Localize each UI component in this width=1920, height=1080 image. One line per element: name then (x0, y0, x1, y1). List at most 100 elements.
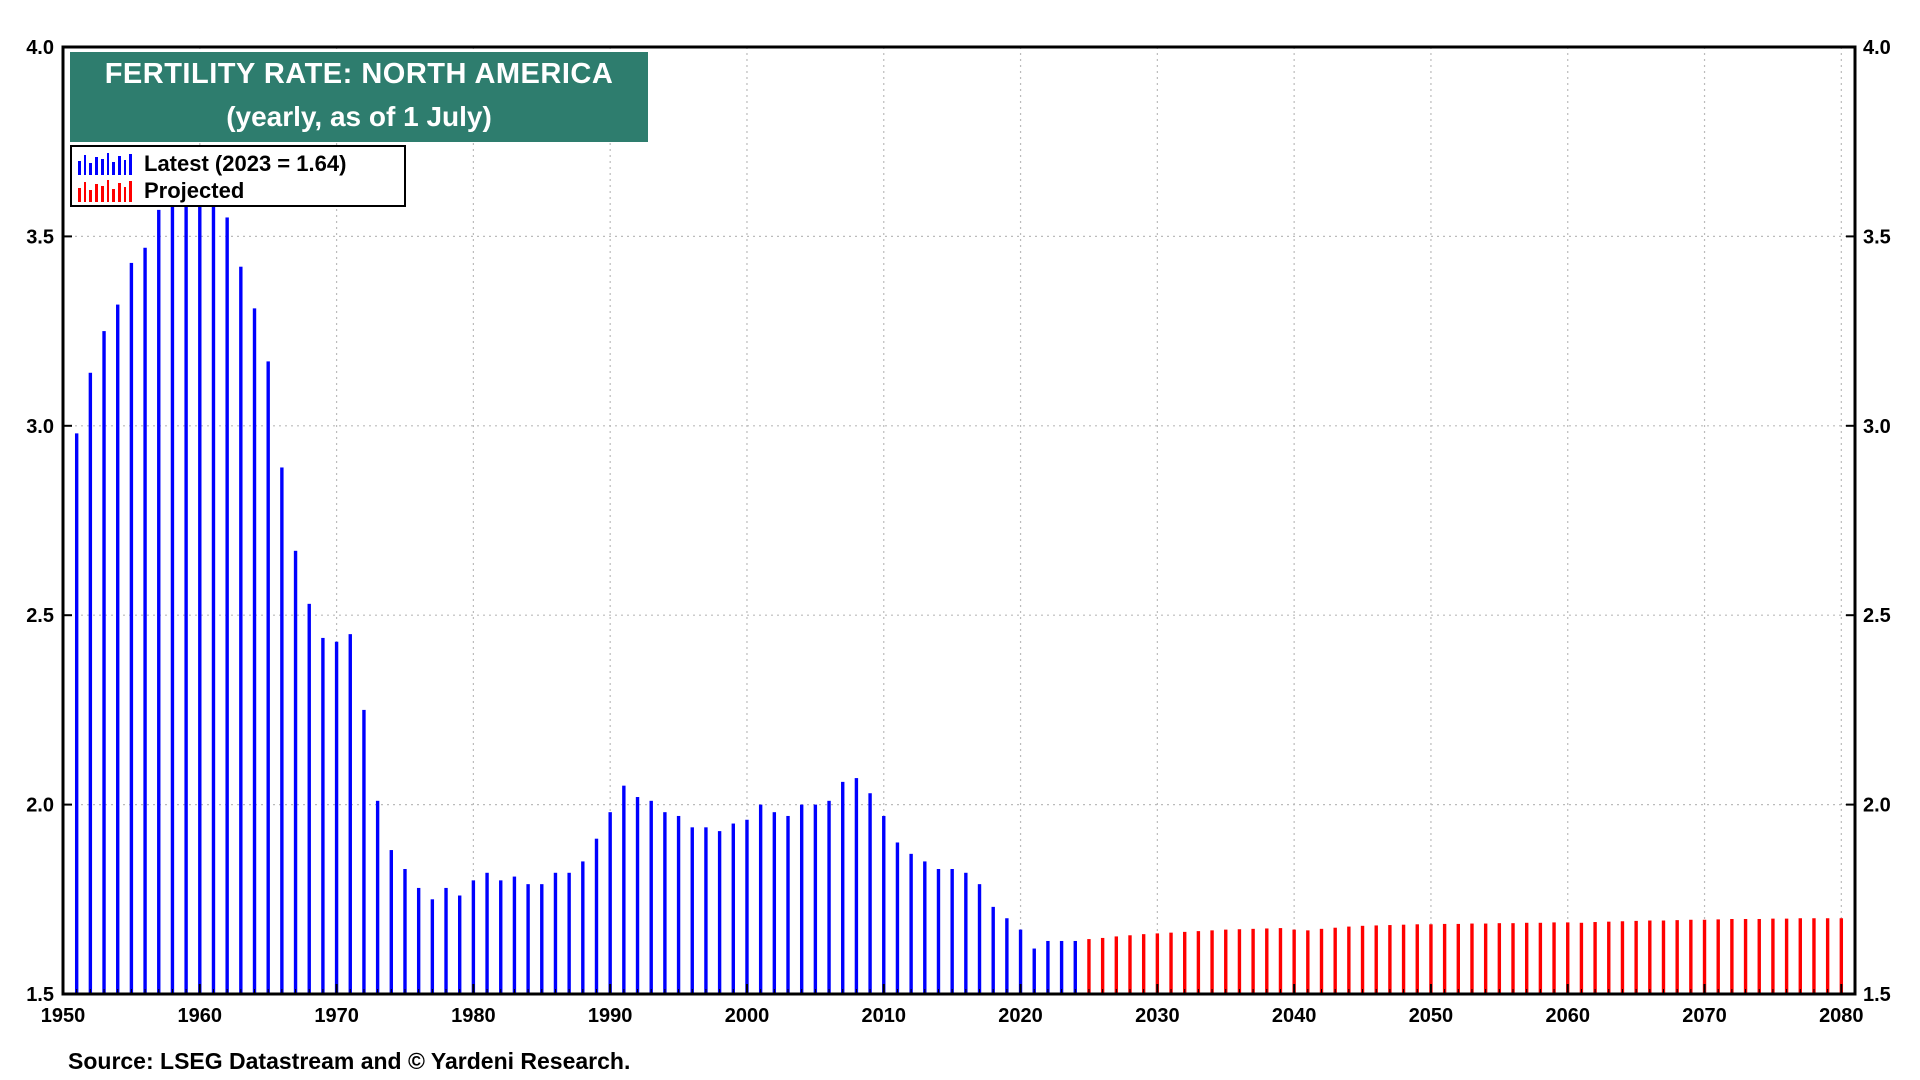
bar-latest (649, 800, 653, 994)
chart-subtitle: (yearly, as of 1 July) (226, 101, 492, 132)
legend-swatch-bar (100, 159, 104, 175)
bar-latest (799, 804, 804, 994)
bar-projected (1442, 923, 1447, 994)
x-tick-label: 2080 (1819, 1005, 1864, 1027)
bar-latest (348, 634, 352, 994)
bar-latest (1073, 940, 1077, 994)
bar-projected (1100, 937, 1105, 994)
bar-projected (1196, 931, 1201, 994)
bar-projected (1566, 922, 1570, 994)
bar-latest (690, 827, 694, 994)
y-tick-label-right: 4.0 (1863, 37, 1891, 59)
bar-latest (786, 815, 790, 994)
legend-swatch-bar (123, 160, 127, 175)
bar-projected (1675, 920, 1679, 994)
bar-latest (1018, 929, 1023, 994)
x-tick-label: 2030 (1135, 1005, 1180, 1027)
bar-latest (608, 812, 612, 994)
bar-latest (184, 202, 188, 995)
bar-projected (1730, 918, 1734, 994)
bar-projected (1456, 923, 1460, 994)
bar-projected (1087, 939, 1091, 994)
bars-layer (74, 202, 1844, 995)
x-tick-label: 1970 (314, 1005, 359, 1027)
y-tick-label-left: 1.5 (26, 984, 54, 1006)
grid-layer (63, 47, 1855, 994)
legend-label-projected: Projected (144, 178, 245, 203)
y-tick-label-right: 1.5 (1863, 984, 1891, 1006)
y-tick-label-right: 3.5 (1863, 226, 1891, 248)
legend-swatch-bar (129, 181, 133, 202)
bar-latest (594, 838, 599, 994)
bar-projected (1798, 918, 1802, 994)
x-tick-label: 2060 (1545, 1005, 1590, 1027)
bar-latest (567, 872, 571, 994)
bar-latest (745, 819, 749, 994)
bar-projected (1401, 924, 1406, 994)
bar-projected (1360, 925, 1365, 994)
ticks-layer (62, 46, 1855, 995)
legend-swatch-bar (78, 188, 81, 202)
bar-latest (444, 887, 448, 994)
legend-swatch-bar (117, 183, 121, 202)
bar-projected (1429, 924, 1433, 994)
bar-latest (758, 804, 763, 994)
bar-projected (1292, 929, 1296, 994)
legend-swatch-projected (78, 180, 133, 202)
bar-projected (1593, 922, 1597, 994)
legend-swatch-bar (112, 189, 115, 202)
bar-projected (1648, 920, 1652, 994)
x-tick-label: 2050 (1409, 1005, 1454, 1027)
bar-projected (1169, 932, 1173, 994)
legend-swatch-bar (123, 187, 127, 202)
bar-projected (1114, 936, 1119, 994)
bar-projected (1716, 919, 1720, 994)
bar-latest (102, 331, 106, 995)
x-tick-label: 2000 (725, 1005, 770, 1027)
bar-latest (403, 868, 407, 994)
bar-projected (1415, 924, 1419, 994)
bar-projected (1155, 933, 1160, 994)
bar-latest (868, 793, 872, 994)
bar-projected (1224, 929, 1228, 994)
bar-projected (1278, 928, 1283, 994)
legend-swatch-bar (95, 157, 98, 175)
bar-latest (1005, 918, 1009, 994)
bar-projected (1183, 931, 1187, 994)
bar-projected (1771, 918, 1775, 994)
bar-latest (252, 308, 257, 994)
x-tick-label: 1990 (588, 1005, 633, 1027)
x-tick-label: 1950 (41, 1005, 86, 1027)
bar-latest (293, 550, 298, 994)
legend-swatch-latest (78, 153, 133, 175)
chart-legend: Latest (2023 = 1.64) Projected (70, 145, 406, 207)
bar-latest (198, 202, 202, 995)
bar-latest (581, 861, 585, 994)
bar-latest (882, 815, 886, 994)
bar-projected (1702, 919, 1707, 994)
legend-label-latest: Latest (2023 = 1.64) (144, 151, 347, 176)
bar-latest (74, 433, 79, 995)
bar-projected (1812, 918, 1816, 994)
bar-latest (1059, 940, 1064, 994)
bar-latest (430, 899, 435, 994)
bar-projected (1757, 918, 1761, 994)
bar-latest (704, 827, 708, 994)
bar-latest (485, 872, 489, 994)
legend-swatch-bar (129, 154, 133, 175)
y-tick-label-right: 2.0 (1863, 795, 1891, 817)
bar-latest (827, 800, 831, 994)
x-tick-label: 1980 (451, 1005, 496, 1027)
bar-projected (1524, 922, 1529, 994)
bar-latest (731, 823, 735, 994)
bar-latest (950, 868, 954, 994)
bar-projected (1784, 918, 1789, 994)
bar-projected (1347, 926, 1351, 994)
source-note: Source: LSEG Datastream and © Yardeni Re… (68, 1048, 631, 1074)
bar-projected (1661, 920, 1666, 994)
bar-projected (1607, 921, 1611, 994)
y-tick-label-left: 4.0 (26, 37, 54, 59)
bar-latest (499, 880, 503, 994)
bar-latest (841, 781, 845, 994)
bar-projected (1128, 935, 1132, 994)
